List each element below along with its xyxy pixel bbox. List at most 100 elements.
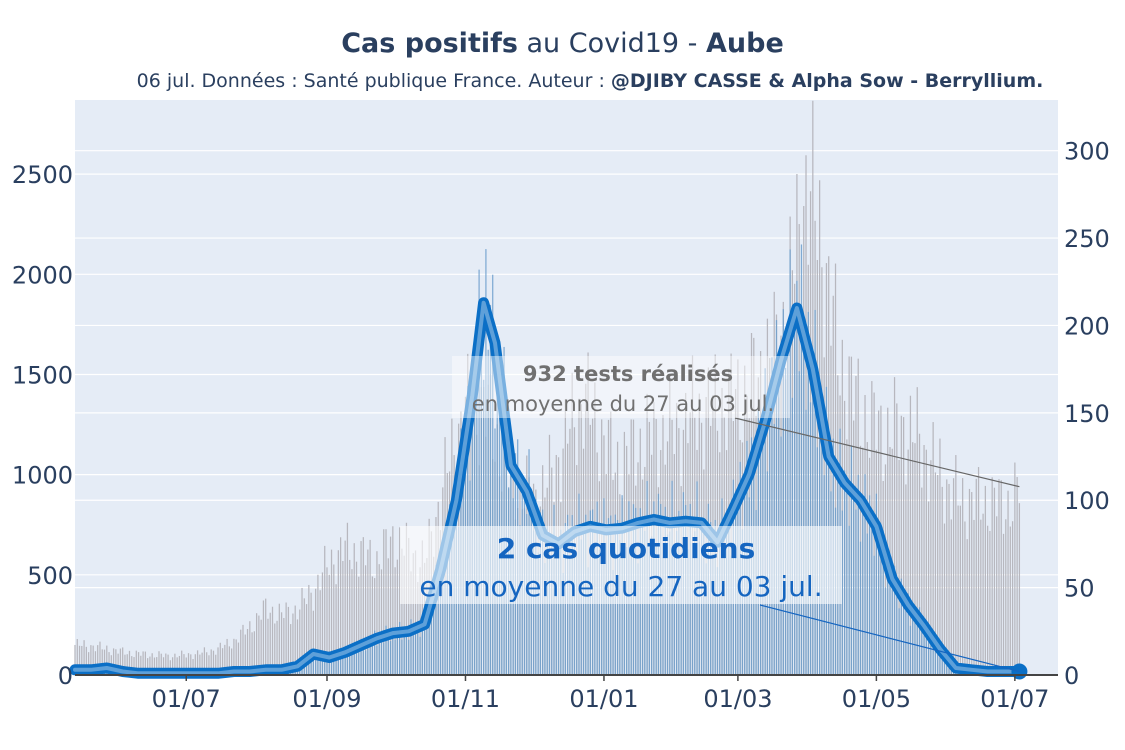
tests-bar	[387, 558, 389, 675]
tests-bar	[414, 550, 417, 675]
y-left-tick-label: 2500	[12, 161, 73, 189]
tests-bar	[274, 623, 276, 675]
tests-bar	[210, 649, 212, 675]
tests-bar	[335, 584, 337, 675]
tests-bar	[374, 578, 376, 675]
cases-bar	[903, 602, 905, 675]
tests-bar	[952, 478, 955, 675]
tests-bar	[171, 657, 174, 675]
tests-bar	[271, 606, 274, 675]
tests-bar	[921, 487, 923, 675]
cases-bar	[346, 651, 349, 675]
cases-bar	[930, 632, 932, 675]
cases-bar	[437, 578, 439, 675]
tests-bar	[691, 355, 694, 675]
cases-bar	[866, 533, 868, 675]
tests-bar	[231, 648, 233, 675]
tests-bar	[587, 352, 589, 675]
tests-bar	[74, 644, 76, 675]
cases-bar	[367, 638, 369, 675]
tests-bar	[112, 648, 115, 675]
y-left-tick-label: 1000	[12, 462, 73, 490]
cases-bar	[478, 269, 480, 675]
y-left-axis-ticks: 0 500 1000 1500 2000 2500	[12, 161, 73, 690]
tests-bar	[99, 641, 101, 675]
cases-bar	[389, 641, 392, 675]
cases-bar	[587, 567, 589, 675]
cases-bar	[412, 628, 414, 675]
tests-bar	[101, 649, 103, 675]
annotation-cases-period: en moyenne du 27 au 03 jul.	[419, 570, 822, 603]
tests-bar	[903, 417, 905, 675]
cases-bar	[941, 654, 943, 675]
tests-bar	[326, 567, 328, 675]
tests-bar	[185, 657, 187, 675]
annotation-cases-box	[400, 526, 842, 604]
cases-bar	[843, 470, 846, 675]
cases-bar	[503, 346, 505, 675]
tests-bar	[912, 442, 914, 675]
tests-bar	[317, 574, 319, 675]
cases-bar	[387, 633, 389, 675]
tests-bar	[964, 521, 966, 675]
tests-bar	[346, 522, 349, 675]
cases-bar	[537, 552, 539, 675]
cases-bar	[932, 632, 934, 675]
tests-bar	[117, 653, 119, 675]
tests-bar	[841, 339, 843, 675]
cases-bar	[887, 561, 889, 675]
cases-bar	[396, 631, 398, 675]
tests-bar	[351, 569, 353, 675]
tests-bar	[337, 550, 339, 675]
tests-bar	[358, 576, 360, 675]
tests-bar	[106, 645, 108, 675]
cases-bar	[492, 274, 494, 675]
cases-bar	[787, 335, 789, 675]
tests-bar	[296, 619, 299, 675]
cases-bar	[573, 548, 576, 675]
cases-bar	[339, 659, 342, 675]
tests-bar	[137, 652, 140, 675]
cases-bar	[598, 549, 601, 675]
cases-bar	[394, 639, 396, 675]
tests-bar	[401, 548, 403, 675]
tests-bar	[1016, 477, 1018, 675]
cases-bar	[655, 544, 657, 675]
tests-bar	[396, 559, 398, 675]
cases-bar	[855, 509, 857, 675]
x-tick-label: 01/07	[980, 685, 1049, 713]
cases-bar	[850, 445, 853, 675]
cases-bar	[308, 659, 310, 675]
tests-bar	[151, 653, 153, 675]
tests-bar	[330, 549, 333, 675]
tests-bar	[246, 628, 249, 675]
tests-bar	[283, 617, 285, 675]
tests-bar	[97, 645, 99, 675]
cases-bar	[934, 650, 937, 675]
tests-bar	[943, 523, 946, 675]
cases-bar	[637, 563, 639, 675]
cases-bar	[337, 654, 339, 675]
tests-bar	[403, 555, 405, 675]
cases-bar	[376, 645, 378, 675]
tests-bar	[142, 651, 144, 675]
cases-bar	[841, 510, 843, 675]
tests-bar	[190, 654, 192, 675]
cases-bar	[344, 653, 346, 675]
tests-bar	[408, 537, 410, 675]
cases-bar	[862, 499, 864, 675]
cases-bar	[764, 368, 766, 675]
cases-bar	[369, 644, 371, 675]
cases-bar	[548, 549, 551, 675]
cases-bar	[878, 536, 880, 675]
tests-bar	[319, 590, 321, 675]
tests-bar	[174, 653, 176, 675]
tests-bar	[998, 479, 1000, 675]
tests-bar	[262, 600, 265, 675]
cases-bar	[378, 638, 380, 675]
cases-bar	[937, 644, 939, 675]
cases-bar	[562, 572, 564, 675]
y-right-axis-ticks: 0 50 100 150 200 250 300	[1064, 138, 1110, 690]
tests-bar	[235, 639, 237, 675]
tests-bar	[896, 403, 898, 675]
